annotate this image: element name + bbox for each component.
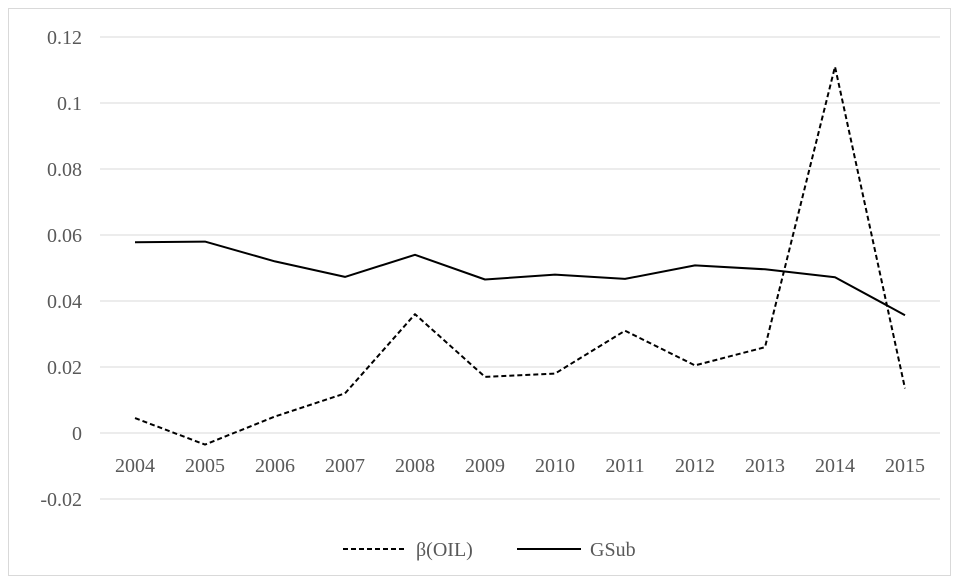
x-tick-label: 2014	[815, 455, 855, 477]
y-tick-label: -0.02	[40, 489, 82, 511]
y-tick-label: 0.12	[47, 27, 82, 49]
x-tick-label: 2008	[395, 455, 435, 477]
x-axis-tick-labels: 2004 2005 2006 2007 2008 2009 2010 2011 2012 2013…	[115, 455, 925, 477]
x-tick-label: 2007	[325, 455, 365, 477]
x-tick-label: 2004	[115, 455, 155, 477]
x-tick-label: 2012	[675, 455, 715, 477]
x-tick-label: 2013	[745, 455, 785, 477]
series-lines	[134, 65, 906, 446]
legend: β(OIL) GSub	[343, 539, 636, 561]
y-tick-label: 0.02	[47, 357, 82, 379]
x-tick-label: 2015	[885, 455, 925, 477]
y-tick-label: 0	[72, 423, 82, 445]
gridlines	[100, 36, 940, 500]
y-tick-label: 0.04	[47, 291, 82, 313]
x-tick-label: 2011	[605, 455, 644, 477]
x-tick-label: 2005	[185, 455, 225, 477]
legend-label: GSub	[590, 539, 636, 561]
legend-label: β(OIL)	[416, 539, 473, 561]
x-tick-label: 2010	[535, 455, 575, 477]
y-axis-tick-labels: -0.02 0 0.02 0.04 0.06 0.08 0.1 0.12	[40, 27, 82, 511]
y-tick-label: 0.08	[47, 159, 82, 181]
y-tick-label: 0.1	[57, 93, 82, 115]
series-line-beta-oil	[134, 65, 906, 446]
x-tick-label: 2009	[465, 455, 505, 477]
x-tick-label: 2006	[255, 455, 295, 477]
y-tick-label: 0.06	[47, 225, 82, 247]
series-line-gsub	[134, 240, 906, 317]
